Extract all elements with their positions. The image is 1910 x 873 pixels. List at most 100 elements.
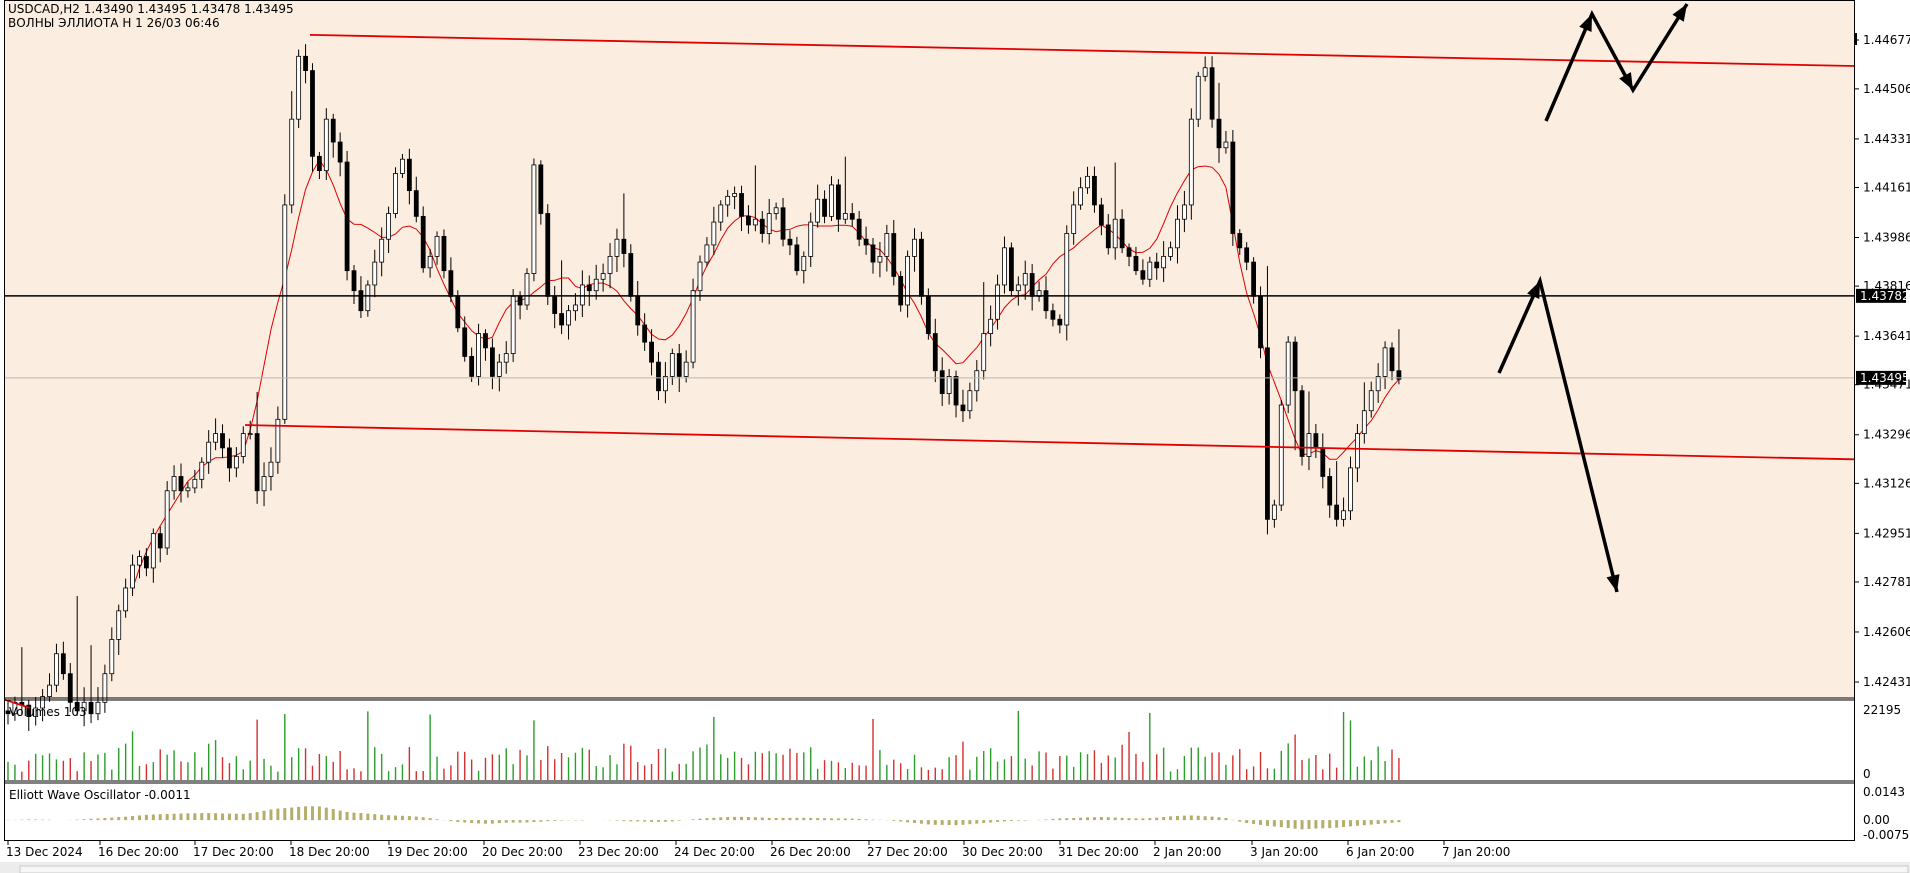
axis-marker (1854, 33, 1857, 45)
candle-body (559, 313, 564, 326)
candle-body (379, 238, 385, 263)
candle-body (1216, 118, 1222, 149)
sub-axes: 22195 0 0.0143 0.00-0.0075 (1863, 703, 1909, 842)
current-price-label-group[interactable]: 1.43495 (1856, 370, 1910, 385)
candle-body (566, 310, 571, 326)
candle-body (351, 270, 357, 292)
price-axis[interactable]: 1.446771.445061.443311.441611.439861.438… (1854, 33, 1910, 689)
chart-background (4, 0, 1854, 700)
oscillator-label: Elliott Wave Oscillator -0.0011 (9, 788, 191, 802)
time-tick-label: 13 Dec 2024 (6, 845, 83, 859)
sub-axis-label: 0.0143 (1863, 785, 1905, 799)
candle-body (282, 204, 288, 420)
candle-body (178, 476, 184, 492)
candle-body (1271, 504, 1277, 520)
candle-body (995, 284, 1000, 320)
candle-body (1195, 75, 1201, 120)
candle-body (102, 673, 108, 703)
time-tick-label: 27 Dec 20:00 (867, 845, 948, 859)
candle-body (150, 533, 156, 569)
oscillator-pane (6, 806, 1401, 830)
candle-body (1147, 261, 1153, 280)
candle-body (1389, 347, 1395, 372)
candle-body (316, 155, 322, 172)
candle-body (836, 184, 841, 220)
candle-body (164, 490, 170, 549)
candle-body (690, 290, 696, 363)
candle-body (123, 587, 129, 612)
candle-body (60, 653, 66, 675)
candle-body (1223, 141, 1229, 149)
candle-body (220, 433, 225, 449)
time-tick-label: 17 Dec 20:00 (193, 845, 274, 859)
candle-body (552, 295, 558, 314)
candle-body (517, 295, 523, 306)
candle-body (1334, 504, 1340, 520)
candle-body (1265, 347, 1270, 520)
candle-body (393, 173, 398, 214)
candles (5, 44, 1402, 731)
candle-body (171, 476, 177, 492)
candle-body (1085, 175, 1090, 189)
candle-body (1098, 204, 1104, 226)
sub-axis-label: 0.00 (1863, 813, 1890, 827)
candle-body (358, 290, 364, 312)
candle-body (81, 701, 87, 712)
arrow-head (1672, 4, 1687, 22)
candle-body (1306, 433, 1312, 457)
candle-body (773, 207, 779, 214)
time-tick-label: 20 Dec 20:00 (482, 845, 563, 859)
candle-body (1064, 233, 1070, 326)
candle-body (725, 195, 731, 206)
symbol-label: USDCAD,H2 1.43490 1.43495 1.43478 1.4349… (8, 2, 294, 16)
candle-body (538, 164, 544, 214)
price-tick-label: 1.43126 (1863, 476, 1910, 490)
current-price-label: 1.43495 (1860, 371, 1910, 385)
candle-body (759, 218, 765, 234)
arrow-head (1579, 14, 1592, 32)
candle-body (746, 215, 751, 226)
time-axis[interactable]: 13 Dec 2024 16 Dec 20:00 17 Dec 20:00 18 De… (6, 841, 1510, 859)
candle-body (1320, 447, 1326, 477)
time-tick-label: 7 Jan 20:00 (1442, 845, 1510, 859)
arrow-head (1619, 72, 1633, 90)
candle-body (635, 295, 641, 326)
level-price-label: 1.43782 (1860, 289, 1910, 303)
candle-body (213, 433, 219, 443)
candle-body (697, 261, 703, 292)
arrow-head (1606, 574, 1620, 592)
sub-axis-label: 22195 (1863, 703, 1901, 717)
candle-body (531, 164, 537, 274)
scrollbar-thumb[interactable] (19, 865, 1909, 873)
horizontal-level[interactable] (4, 295, 1854, 379)
level-price-label-group[interactable]: 1.43782 (1856, 288, 1910, 303)
volume-label: Volumes 103 (9, 705, 87, 719)
candle-body (372, 261, 378, 286)
sub-axis-label: -0.0075 (1863, 828, 1909, 842)
candle-body (669, 353, 675, 377)
sub-axis-label: 0 (1863, 767, 1871, 781)
candle-body (365, 284, 371, 312)
candle-body (40, 696, 45, 709)
candle-body (1175, 218, 1180, 249)
price-tick-label: 1.42431 (1863, 675, 1910, 689)
candle-body (483, 333, 488, 349)
candle-body (1341, 510, 1346, 520)
candle-body (822, 198, 827, 217)
price-pane[interactable] (3, 3, 1855, 731)
candle-body (455, 295, 461, 329)
candle-body (614, 238, 620, 257)
time-tick-label: 30 Dec 20:00 (962, 845, 1043, 859)
lower-trendline (244, 424, 1855, 461)
candle-body (1050, 310, 1056, 320)
candle-body (607, 255, 613, 274)
candle-body (1251, 261, 1256, 297)
candle-body (524, 273, 530, 306)
candle-body (905, 255, 910, 306)
candle-body (752, 218, 758, 226)
candle-body (766, 213, 772, 234)
candle-body (1313, 433, 1319, 449)
candle-body (1182, 204, 1187, 220)
trendline-fragment (3, 698, 31, 709)
candle-body (1237, 233, 1243, 249)
